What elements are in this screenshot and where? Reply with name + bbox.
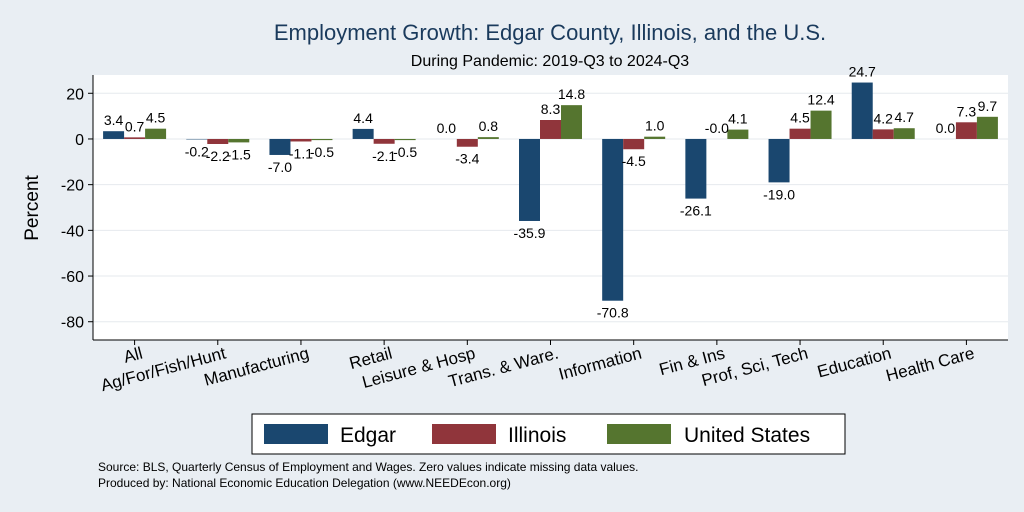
bar-edgar-all: [103, 131, 125, 139]
data-label-edgar: 4.4: [353, 110, 373, 126]
data-label-edgar: 24.7: [849, 64, 876, 80]
bar-united-states-fin-ins: [727, 129, 749, 139]
data-label-illinois: 8.3: [541, 101, 561, 117]
data-label-united-states: 4.5: [146, 110, 166, 126]
bars: [103, 82, 998, 301]
bar-illinois-information: [623, 138, 645, 150]
y-axis-label: Percent: [22, 175, 43, 241]
y-tick-label: 20: [66, 86, 84, 103]
y-axis-ticks: 20 0 -20 -40 -60 -80: [61, 86, 93, 332]
bar-united-states-prof-sci-tech: [810, 110, 832, 139]
bar-united-states-health-care: [976, 116, 998, 139]
data-label-united-states: -0.5: [393, 144, 417, 160]
data-label-edgar: -70.8: [597, 305, 629, 321]
x-tick-label: All: [121, 344, 144, 367]
data-label-illinois: 0.7: [125, 118, 145, 134]
legend-swatch-edgar: [264, 424, 328, 444]
data-label-edgar: -0.2: [185, 143, 209, 159]
data-label-illinois: 4.2: [873, 110, 893, 126]
data-label-united-states: 4.1: [728, 111, 748, 127]
bar-united-states-retail: [394, 138, 416, 141]
source-note: Source: BLS, Quarterly Census of Employm…: [98, 460, 638, 474]
data-label-edgar: 0.0: [936, 120, 956, 136]
bar-illinois-trans-ware: [540, 120, 561, 139]
bar-united-states-education: [893, 128, 915, 139]
bar-edgar-retail: [352, 128, 374, 139]
data-label-united-states: 12.4: [807, 92, 834, 108]
bar-illinois-all: [124, 137, 146, 139]
legend: Edgar Illinois United States: [251, 413, 846, 455]
bar-united-states-leisure-hosp: [477, 137, 499, 139]
data-label-illinois: -3.4: [455, 151, 479, 167]
y-tick-label: -60: [61, 269, 84, 286]
y-tick-label: 0: [75, 132, 84, 149]
data-labels: 3.4 0.74.5-0.2-2.2-1.5-7.0-1.1-0.54.4-2.1…: [104, 64, 997, 321]
bar-united-states-manufacturing: [311, 138, 333, 141]
data-label-illinois: -0.0: [705, 120, 729, 136]
bar-illinois-ag-for-fish-hunt: [207, 138, 229, 144]
data-label-united-states: 14.8: [558, 86, 585, 102]
data-label-illinois: -4.5: [622, 153, 646, 169]
legend-swatch-illinois: [432, 424, 496, 444]
bar-illinois-health-care: [955, 122, 977, 139]
produced-by-note: Produced by: National Economic Education…: [98, 476, 511, 490]
data-label-illinois: -1.1: [289, 145, 313, 161]
legend-label-united-states: United States: [684, 424, 810, 447]
bar-united-states-all: [145, 128, 167, 139]
data-label-edgar: -7.0: [268, 159, 292, 175]
bar-united-states-information: [644, 136, 666, 139]
legend-label-illinois: Illinois: [508, 424, 566, 447]
bar-illinois-leisure-hosp: [456, 138, 478, 147]
data-label-united-states: 4.7: [894, 109, 914, 125]
bar-edgar-information: [602, 138, 624, 301]
legend-swatch-united-states: [607, 424, 671, 444]
bar-edgar-fin-ins: [685, 138, 707, 199]
data-label-edgar: -26.1: [680, 203, 712, 219]
data-label-united-states: -1.5: [227, 146, 251, 162]
data-label-edgar: 0.0: [437, 120, 457, 136]
legend-label-edgar: Edgar: [340, 424, 396, 447]
chart-title: Employment Growth: Edgar County, Illinoi…: [274, 20, 826, 45]
bar-united-states-ag-for-fish-hunt: [228, 138, 250, 143]
chart-subtitle: During Pandemic: 2019-Q3 to 2024-Q3: [411, 53, 689, 70]
data-label-edgar: 3.4: [104, 112, 124, 128]
data-label-united-states: 9.7: [978, 98, 998, 114]
bar-edgar-trans-ware: [519, 138, 540, 221]
bar-illinois-retail: [373, 138, 395, 144]
bar-united-states-trans-ware: [561, 105, 582, 139]
data-label-united-states: 0.8: [479, 118, 499, 134]
bar-edgar-education: [851, 82, 873, 139]
data-label-united-states: -0.5: [310, 144, 334, 160]
data-label-illinois: -2.2: [206, 148, 230, 164]
data-label-illinois: 4.5: [790, 110, 810, 126]
y-tick-label: -40: [61, 223, 84, 240]
data-label-edgar: -19.0: [763, 186, 795, 202]
bar-illinois-education: [872, 129, 894, 139]
data-label-illinois: -2.1: [372, 148, 396, 164]
bar-illinois-manufacturing: [290, 138, 312, 142]
y-tick-label: -80: [61, 315, 84, 332]
data-label-united-states: 1.0: [645, 118, 665, 134]
data-label-edgar: -35.9: [514, 225, 546, 241]
bar-edgar-manufacturing: [269, 138, 291, 155]
bar-edgar-prof-sci-tech: [768, 138, 790, 183]
grid-lines: [93, 92, 1008, 323]
bar-illinois-prof-sci-tech: [789, 128, 811, 139]
data-label-illinois: 7.3: [957, 103, 977, 119]
y-tick-label: -20: [61, 178, 84, 195]
legend-box: [251, 413, 846, 455]
